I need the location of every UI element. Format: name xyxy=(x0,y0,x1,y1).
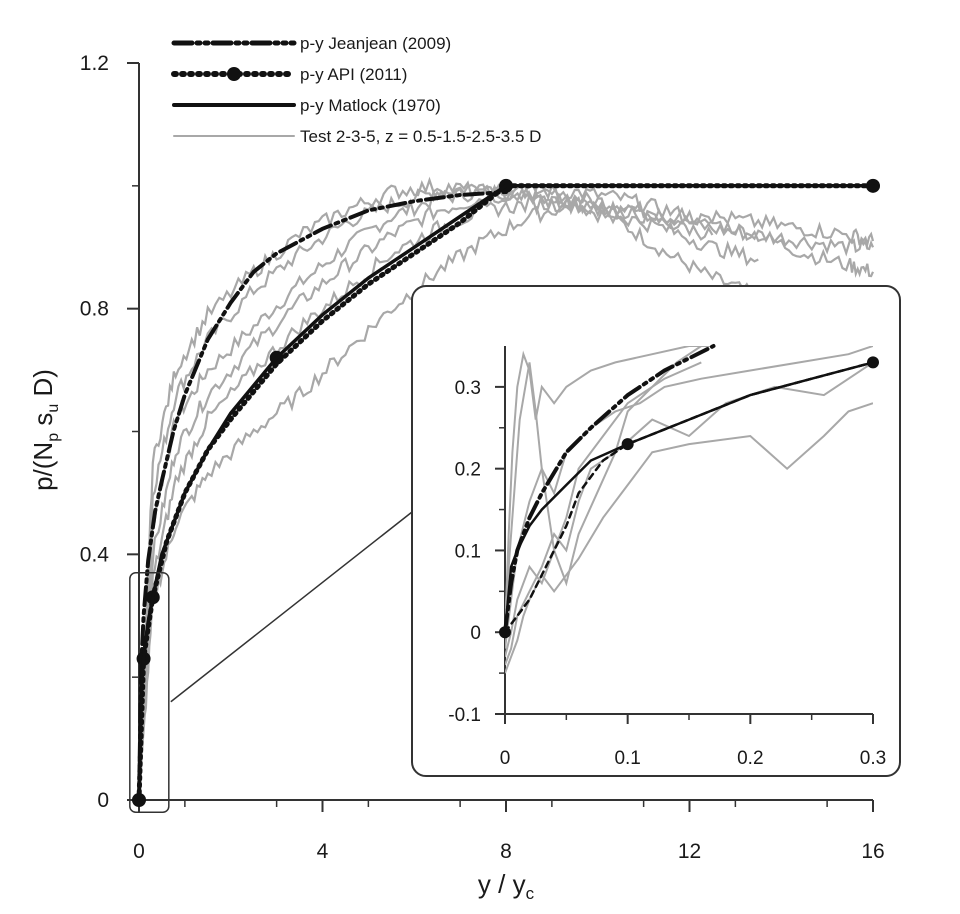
inset-api-curve xyxy=(503,361,875,634)
inset-y-tick-label: 0 xyxy=(470,623,481,644)
y-axis-title-subscript: u xyxy=(45,404,62,413)
inset-chart: 0 0.1 0.2 0.3 -0.1 0 0.1 0.2 0.3 xyxy=(411,285,901,777)
legend: p-y Jeanjean (2009) p-y API (2011) p-y Mat… xyxy=(171,34,541,146)
inset-test-curve xyxy=(505,346,714,633)
inset-x-tick-label: 0.2 xyxy=(737,748,763,769)
inset-jeanjean-curve xyxy=(503,344,716,635)
inset-model-curves xyxy=(499,344,879,639)
legend-label-matlock: p-y Matlock (1970) xyxy=(300,96,441,115)
y-tick-label: 0 xyxy=(97,789,109,812)
inset-y-tick-label: 0.3 xyxy=(455,378,481,399)
matlock-curve xyxy=(137,184,875,802)
inset-y-tick-label: 0.2 xyxy=(455,460,481,481)
x-axis-title-main: y / y xyxy=(478,869,526,899)
inset-x-ticks: 0 0.1 0.2 0.3 xyxy=(500,714,886,769)
inset-x-tick-label: 0.3 xyxy=(860,748,886,769)
jeanjean-curve xyxy=(137,190,508,802)
zoom-box xyxy=(129,572,170,814)
y-tick-label: 0.8 xyxy=(80,298,109,321)
inset-y-ticks: -0.1 0 0.1 0.2 0.3 xyxy=(448,378,505,726)
x-axis-title-subscript: c xyxy=(526,884,535,903)
model-curves xyxy=(132,178,880,807)
x-ticks: 0 4 8 12 16 xyxy=(133,800,885,863)
inset-test-curve xyxy=(505,402,873,674)
legend-label-api: p-y API (2011) xyxy=(300,65,407,84)
zoom-connector-line xyxy=(170,511,413,703)
x-tick-label: 0 xyxy=(133,840,145,863)
y-axis-title-part: s xyxy=(28,413,58,433)
legend-label-tests: Test 2-3-5, z = 0.5-1.5-2.5-3.5 D xyxy=(300,127,541,146)
inset-x-tick-label: 0 xyxy=(500,748,511,769)
x-tick-label: 8 xyxy=(500,840,512,863)
inset-matlock-marker xyxy=(867,356,879,369)
test-curve xyxy=(139,176,875,800)
legend-label-jeanjean: p-y Jeanjean (2009) xyxy=(300,34,451,53)
test-curves xyxy=(139,176,875,800)
main-axes: 0 4 8 12 16 0 0.4 0.8 1.2 xyxy=(80,52,885,863)
y-axis-title-part: D) xyxy=(28,369,58,404)
y-axis-title-part: p/(N xyxy=(28,442,58,491)
y-tick-label: 1.2 xyxy=(80,52,109,75)
x-tick-label: 12 xyxy=(678,840,701,863)
inset-test-curve xyxy=(505,346,873,649)
inset-y-tick-label: 0.1 xyxy=(455,541,481,562)
inset-x-tick-label: 0.1 xyxy=(614,748,640,769)
inset-frame xyxy=(411,285,901,777)
y-axis-title: p/(Np su D) xyxy=(28,369,62,491)
x-tick-label: 16 xyxy=(861,840,884,863)
inset-y-tick-label: -0.1 xyxy=(448,705,481,726)
x-tick-label: 4 xyxy=(317,840,329,863)
zoom-indicator xyxy=(129,511,413,814)
inset-matlock-marker xyxy=(499,626,511,639)
y-tick-label: 0.4 xyxy=(80,543,110,566)
x-axis-title: y / yc xyxy=(478,869,535,903)
inset-test-curve xyxy=(505,361,702,658)
inset-matlock-curve xyxy=(503,361,875,634)
y-axis-title-subscript: p xyxy=(45,433,62,442)
y-ticks: 0 0.4 0.8 1.2 xyxy=(80,52,139,812)
inset-matlock-marker xyxy=(621,438,634,451)
legend-marker-api xyxy=(227,67,241,81)
test-curve xyxy=(139,195,714,800)
